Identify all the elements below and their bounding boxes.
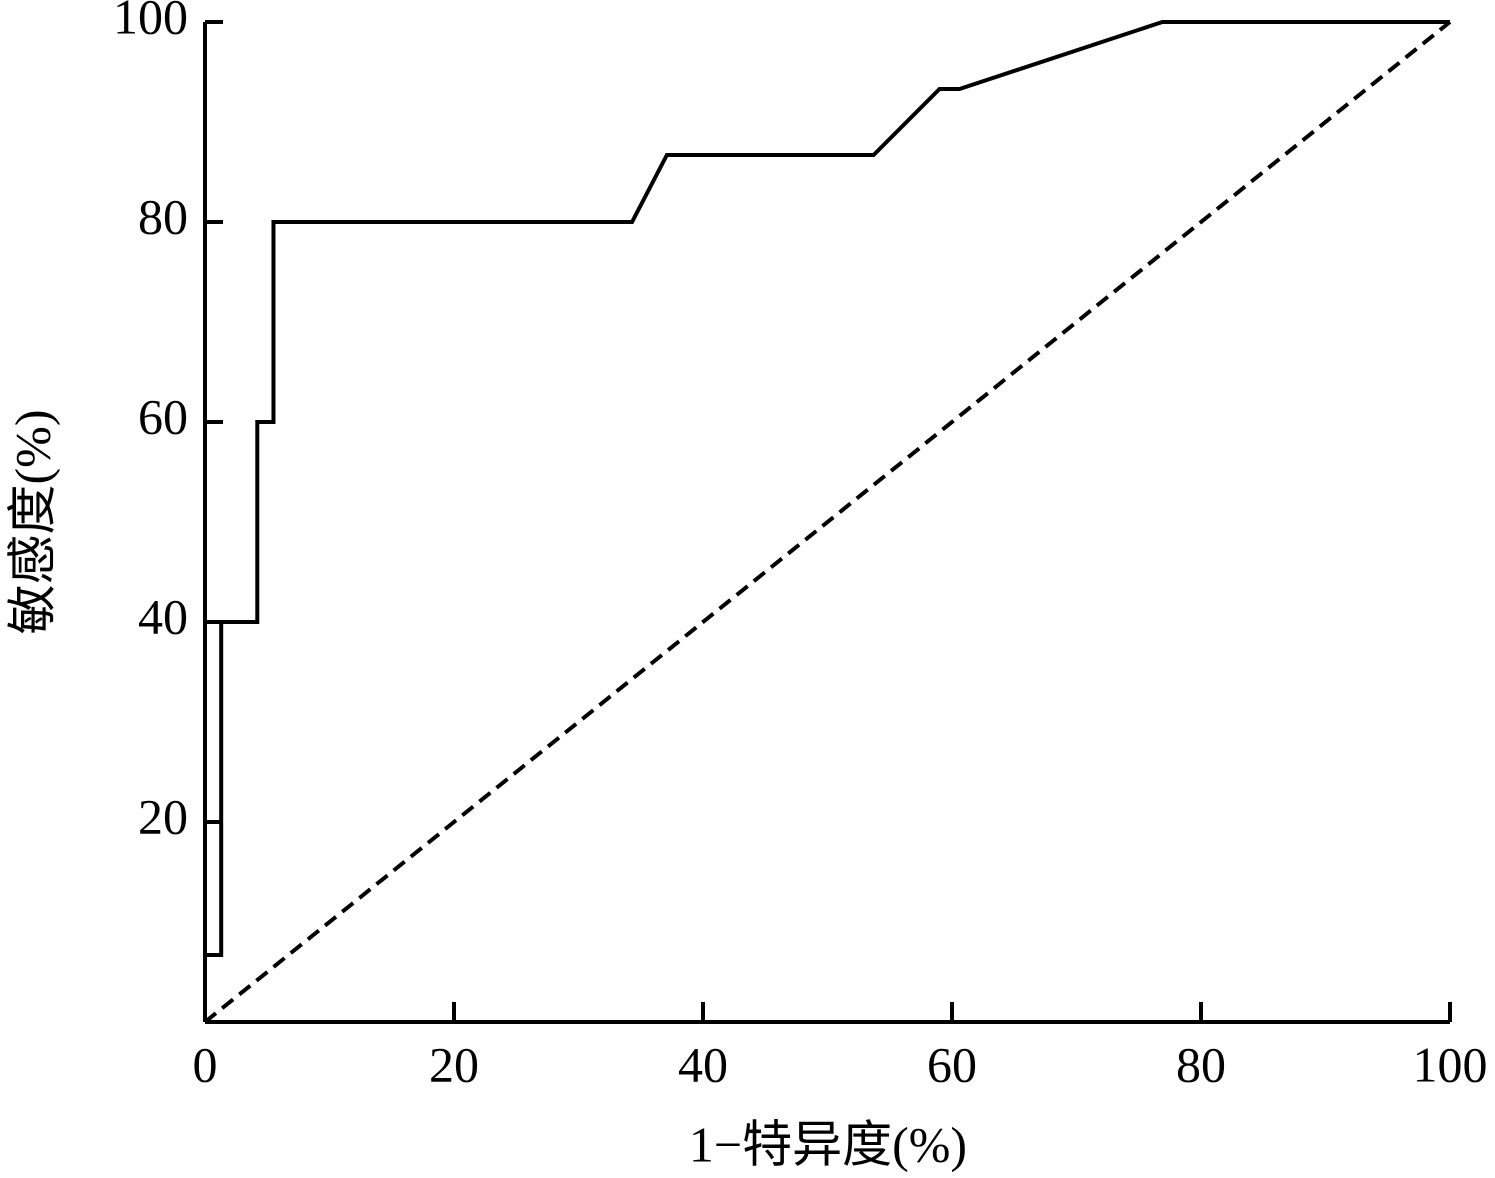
x-tick-label: 0 [193, 1036, 218, 1092]
x-tick-label: 60 [927, 1036, 977, 1092]
y-tick-label: 20 [138, 788, 188, 844]
y-tick-label: 80 [138, 188, 188, 244]
x-tick-label: 40 [678, 1036, 728, 1092]
x-tick-label: 80 [1176, 1036, 1226, 1092]
y-tick-label: 40 [138, 588, 188, 644]
roc-line [203, 20, 1450, 1022]
x-axis-label: 1−特异度(%) [689, 1116, 967, 1172]
y-tick-label: 100 [113, 0, 188, 44]
x-tick-label: 100 [1413, 1036, 1488, 1092]
y-axis-label: 敏感度(%) [4, 410, 60, 635]
roc-line [203, 20, 1452, 1024]
x-tick-label: 20 [429, 1036, 479, 1092]
y-tick-label: 60 [138, 388, 188, 444]
